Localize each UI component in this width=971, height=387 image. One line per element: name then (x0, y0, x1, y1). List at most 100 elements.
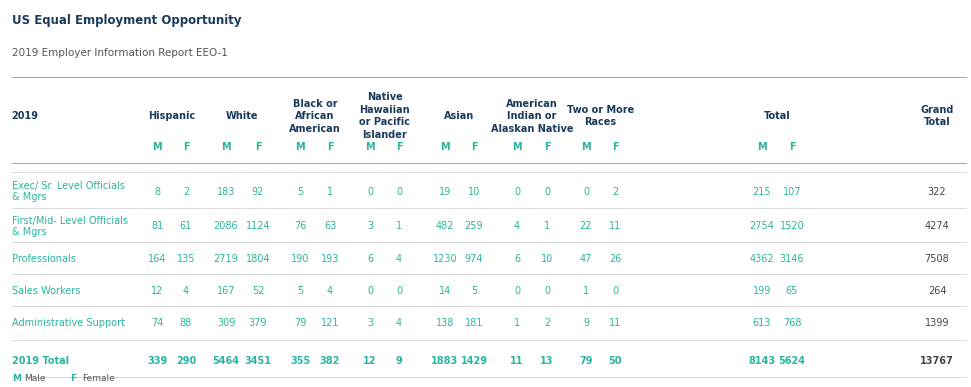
Text: 135: 135 (177, 254, 195, 264)
Text: F: F (70, 374, 76, 383)
Text: 11: 11 (510, 356, 523, 366)
Text: 768: 768 (783, 318, 801, 328)
Text: 12: 12 (151, 286, 163, 296)
Text: M: M (440, 142, 450, 152)
Text: Male: Male (24, 374, 46, 383)
Text: M: M (582, 142, 590, 152)
Text: 6: 6 (514, 254, 520, 264)
Text: 5624: 5624 (779, 356, 806, 366)
Text: 0: 0 (544, 286, 550, 296)
Text: 1520: 1520 (780, 221, 804, 231)
Text: 107: 107 (783, 187, 801, 197)
Text: 0: 0 (544, 187, 550, 197)
Text: 19: 19 (439, 187, 452, 197)
Text: 1429: 1429 (460, 356, 487, 366)
Text: 339: 339 (147, 356, 167, 366)
Text: 47: 47 (580, 254, 592, 264)
Text: F: F (326, 142, 333, 152)
Text: 0: 0 (514, 286, 520, 296)
Text: 11: 11 (609, 318, 621, 328)
Text: 1230: 1230 (433, 254, 457, 264)
Text: Administrative Support: Administrative Support (12, 318, 124, 328)
Text: 79: 79 (294, 318, 306, 328)
Text: 14: 14 (439, 286, 452, 296)
Text: 1: 1 (327, 187, 333, 197)
Text: 355: 355 (290, 356, 310, 366)
Text: 138: 138 (436, 318, 454, 328)
Text: Asian: Asian (445, 111, 475, 121)
Text: 4: 4 (327, 286, 333, 296)
Text: 1: 1 (583, 286, 589, 296)
Text: F: F (254, 142, 261, 152)
Text: 190: 190 (290, 254, 309, 264)
Text: 2086: 2086 (214, 221, 238, 231)
Text: 2754: 2754 (750, 221, 775, 231)
Text: 382: 382 (319, 356, 340, 366)
Text: F: F (396, 142, 402, 152)
Text: 4: 4 (396, 254, 402, 264)
Text: 1804: 1804 (246, 254, 270, 264)
Text: F: F (544, 142, 551, 152)
Text: 259: 259 (465, 221, 484, 231)
Text: 74: 74 (151, 318, 163, 328)
Text: 12: 12 (363, 356, 377, 366)
Text: 92: 92 (251, 187, 264, 197)
Text: Hispanic: Hispanic (148, 111, 195, 121)
Text: 181: 181 (465, 318, 484, 328)
Text: White: White (225, 111, 258, 121)
Text: 26: 26 (609, 254, 621, 264)
Text: 199: 199 (753, 286, 771, 296)
Text: 164: 164 (148, 254, 166, 264)
Text: 1: 1 (514, 318, 520, 328)
Text: F: F (612, 142, 619, 152)
Text: 9: 9 (583, 318, 589, 328)
Text: F: F (471, 142, 478, 152)
Text: 613: 613 (753, 318, 771, 328)
Text: 121: 121 (320, 318, 339, 328)
Text: 4: 4 (396, 318, 402, 328)
Text: 5: 5 (471, 286, 477, 296)
Text: 3: 3 (367, 221, 373, 231)
Text: 65: 65 (786, 286, 798, 296)
Text: Grand
Total: Grand Total (921, 105, 954, 127)
Text: 1883: 1883 (431, 356, 458, 366)
Text: 0: 0 (514, 187, 520, 197)
Text: M: M (152, 142, 162, 152)
Text: 88: 88 (180, 318, 192, 328)
Text: 81: 81 (151, 221, 163, 231)
Text: 11: 11 (609, 221, 621, 231)
Text: M: M (221, 142, 231, 152)
Text: F: F (788, 142, 795, 152)
Text: M: M (512, 142, 521, 152)
Text: 290: 290 (176, 356, 196, 366)
Text: 1: 1 (396, 221, 402, 231)
Text: 379: 379 (249, 318, 267, 328)
Text: 76: 76 (294, 221, 306, 231)
Text: 0: 0 (367, 286, 373, 296)
Text: 5: 5 (297, 187, 303, 197)
Text: Total: Total (763, 111, 790, 121)
Text: 0: 0 (367, 187, 373, 197)
Text: 3451: 3451 (245, 356, 272, 366)
Text: 5464: 5464 (213, 356, 240, 366)
Text: 79: 79 (580, 356, 592, 366)
Text: 1: 1 (544, 221, 550, 231)
Text: 7508: 7508 (924, 254, 950, 264)
Text: 167: 167 (217, 286, 235, 296)
Text: 2: 2 (183, 187, 189, 197)
Text: M: M (12, 374, 20, 383)
Text: 1399: 1399 (924, 318, 950, 328)
Text: 4: 4 (514, 221, 520, 231)
Text: 183: 183 (217, 187, 235, 197)
Text: 193: 193 (320, 254, 339, 264)
Text: M: M (365, 142, 375, 152)
Text: 2719: 2719 (214, 254, 238, 264)
Text: 3: 3 (367, 318, 373, 328)
Text: 215: 215 (753, 187, 771, 197)
Text: Sales Workers: Sales Workers (12, 286, 80, 296)
Text: 0: 0 (583, 187, 589, 197)
Text: 63: 63 (324, 221, 336, 231)
Text: American
Indian or
Alaskan Native: American Indian or Alaskan Native (490, 99, 573, 134)
Text: M: M (295, 142, 305, 152)
Text: 4: 4 (183, 286, 189, 296)
